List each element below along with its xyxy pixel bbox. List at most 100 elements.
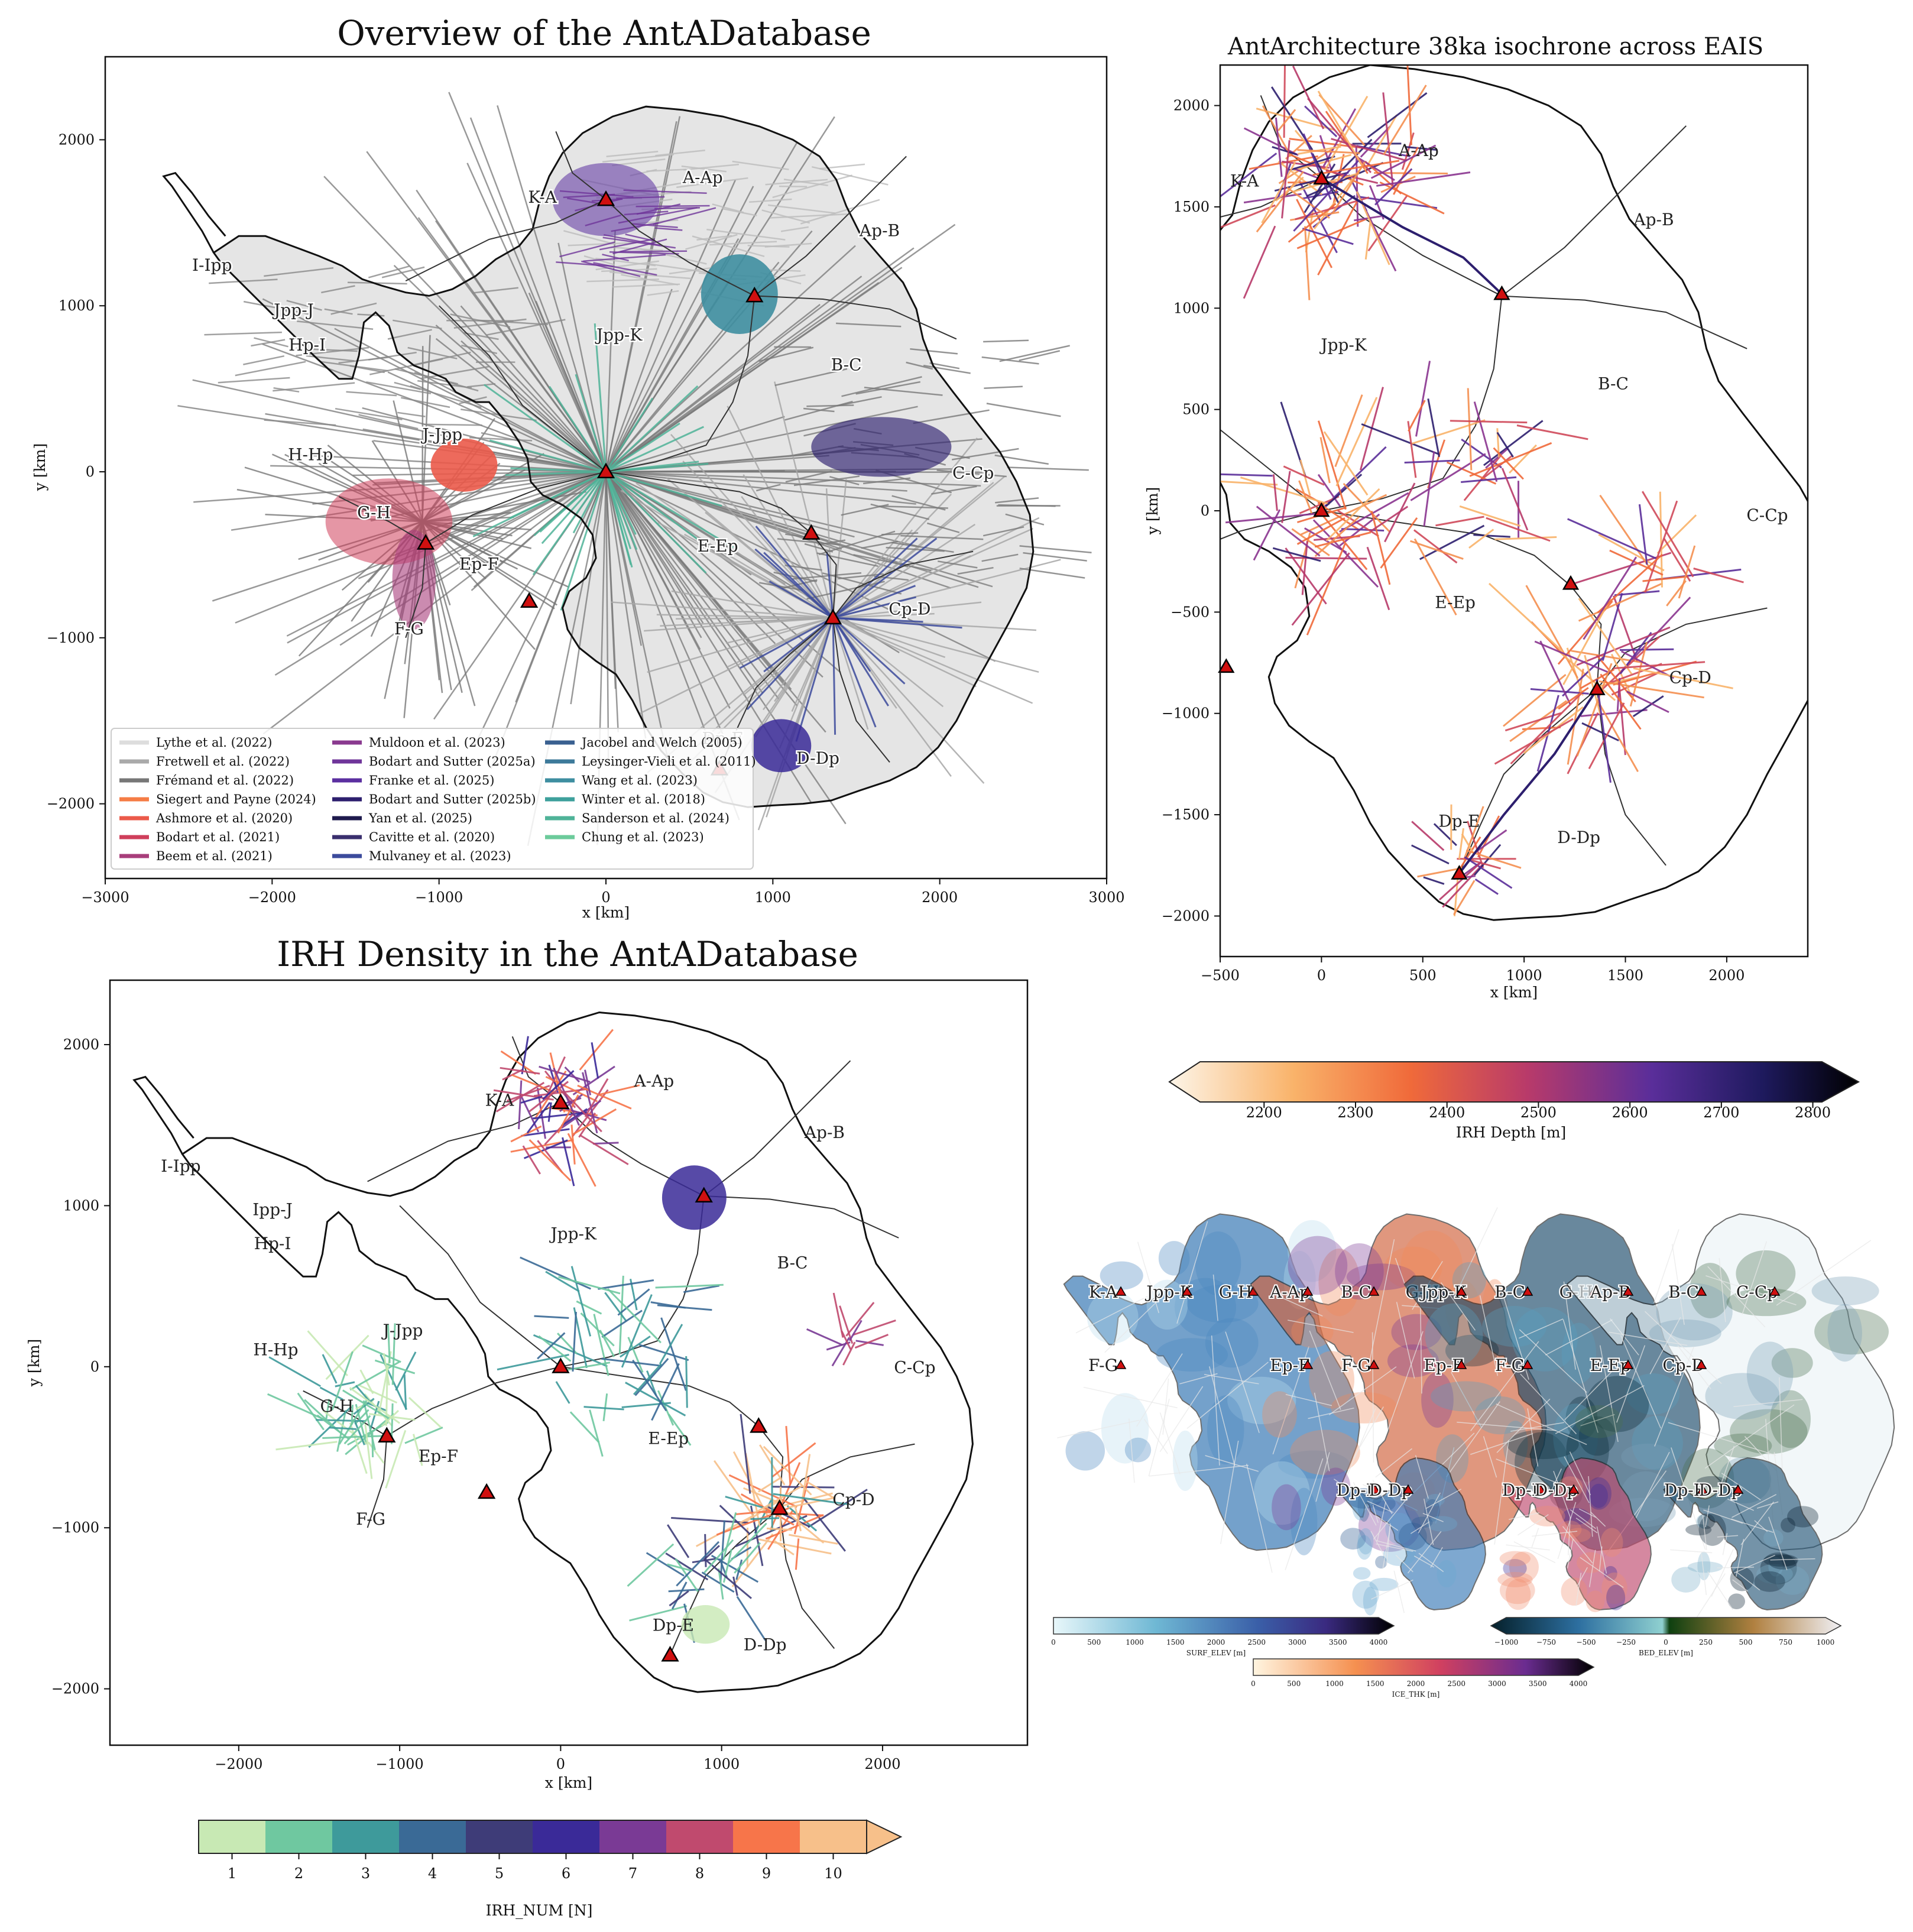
isochrone-trace — [1302, 228, 1354, 245]
density-title: IRH Density in the AntADatabase — [277, 934, 858, 974]
survey-line-mulvaney — [832, 617, 877, 728]
isochrone-trace — [1304, 226, 1311, 300]
survey-line — [1707, 1571, 1733, 1610]
isochrone-panel: AntArchitecture 38ka isochrone across EA… — [1144, 33, 1860, 1141]
ice-divide-line — [1220, 177, 1322, 218]
survey-line-mulvaney — [832, 596, 916, 619]
region-label: E-Ep — [648, 1429, 689, 1448]
region-label: H-Hp — [288, 445, 333, 464]
colorbar-label: SURF_ELEV [m] — [1186, 1649, 1246, 1657]
colorbar-cell — [533, 1820, 599, 1853]
density-trace — [669, 1590, 689, 1607]
isochrone-trace — [1600, 673, 1642, 730]
survey-line-fretwell — [741, 495, 834, 618]
elevation-patch — [1697, 1476, 1727, 1488]
region-label: K-A — [528, 187, 557, 207]
density-trace — [655, 1283, 724, 1289]
legend-entry-label: Jacobel and Welch (2005) — [581, 735, 742, 750]
survey-line — [1677, 1345, 1711, 1389]
elevation-patch — [1499, 1551, 1531, 1567]
isochrone-trace — [1293, 154, 1352, 171]
dome-marker — [477, 1483, 496, 1499]
survey-line-fretwell — [235, 361, 306, 377]
colorbar-tick-label: 250 — [1699, 1638, 1713, 1646]
elevation-patch — [1101, 1393, 1149, 1464]
survey-line-fretwell — [832, 612, 935, 619]
survey-line — [1418, 1552, 1444, 1573]
colorbar-tick-label: 4 — [428, 1865, 437, 1882]
survey-line-fretwell — [321, 285, 355, 294]
density-trace — [785, 1425, 792, 1485]
isochrone-trace — [1458, 828, 1464, 860]
density-trace — [497, 1354, 569, 1371]
isochrone-trace — [1285, 547, 1327, 605]
survey-line-bodart-sutter — [618, 207, 698, 224]
survey-line — [1706, 1275, 1797, 1305]
elevation-patch — [1186, 1285, 1259, 1323]
y-tick-label: −2000 — [47, 796, 95, 812]
colorbar-tick-label: 2300 — [1337, 1104, 1373, 1121]
density-trace — [349, 1361, 400, 1391]
elevation-patch — [1601, 1572, 1627, 1604]
elevation-patch — [1391, 1314, 1442, 1350]
region-label: D-Dp — [1557, 828, 1600, 847]
ice-divide-line — [367, 1102, 561, 1182]
isochrone-trace — [1376, 171, 1471, 187]
legend-entry-label: Frémand et al. (2022) — [156, 773, 294, 787]
x-tick-label: −3000 — [81, 889, 129, 906]
survey-line-sanderson — [594, 323, 607, 472]
survey-line-fremand — [570, 471, 607, 705]
isochrone-trace — [1562, 656, 1604, 697]
elevation-patch — [1411, 1516, 1433, 1528]
density-xlabel: x [km] — [545, 1774, 592, 1791]
survey-line-lythe — [612, 283, 680, 288]
survey-line — [1179, 1373, 1218, 1385]
survey-line — [1635, 1451, 1670, 1519]
survey-line-sanderson — [605, 462, 709, 473]
survey-line — [1483, 1436, 1497, 1478]
ice-divide-line — [703, 1060, 851, 1197]
isochrone-trace — [1633, 667, 1733, 689]
survey-line-bodart-sutter — [602, 254, 629, 262]
density-trace — [520, 1256, 592, 1290]
survey-line-fremand — [448, 92, 607, 472]
elevation-patch — [1576, 1552, 1605, 1573]
colorbar-cell — [399, 1820, 466, 1853]
density-trace — [403, 1375, 407, 1410]
elevation-patch — [1426, 1516, 1458, 1532]
legend-entry-label: Chung et al. (2023) — [582, 830, 704, 844]
y-tick-label: −1000 — [1162, 705, 1210, 722]
survey-line-fretwell — [773, 381, 834, 618]
region-label: E-Ep — [698, 536, 738, 556]
ice-divide-line — [438, 305, 607, 472]
survey-line — [1496, 1398, 1551, 1453]
density-trace — [659, 1324, 683, 1364]
survey-line-fretwell — [611, 601, 834, 619]
density-ylabel: y [km] — [25, 1339, 43, 1387]
isochrone-trace — [1306, 543, 1346, 636]
colorbar-tick-label: 2500 — [1520, 1104, 1557, 1121]
isochrone-trace — [1289, 138, 1368, 150]
elevation-patch — [1335, 1243, 1384, 1300]
density-colorbar-ticks: 1 2 3 4 5 6 7 8 9 10 — [228, 1853, 842, 1882]
density-colorbar-label: IRH_NUM [N] — [486, 1902, 593, 1919]
survey-line-fremand — [836, 322, 902, 328]
elevation-patch — [1357, 1535, 1372, 1560]
survey-line — [1736, 1538, 1745, 1577]
elevation-patch — [1586, 1376, 1649, 1432]
isochrone-trace — [1576, 626, 1671, 666]
isochrone-trace — [1584, 654, 1601, 715]
survey-line-lythe — [772, 174, 852, 199]
density-trace — [621, 1402, 671, 1408]
isochrone-trace — [1379, 181, 1445, 215]
y-tick-label: 2000 — [1173, 98, 1210, 114]
density-trace — [335, 1381, 355, 1388]
survey-line-bodart-sutter — [585, 214, 621, 226]
survey-line-fremand — [1019, 545, 1092, 554]
survey-line — [1494, 1440, 1509, 1545]
survey-line — [1701, 1553, 1707, 1596]
survey-line — [1519, 1318, 1564, 1339]
survey-line — [1770, 1558, 1815, 1561]
density-trace — [627, 1543, 675, 1587]
survey-line — [1578, 1508, 1597, 1518]
